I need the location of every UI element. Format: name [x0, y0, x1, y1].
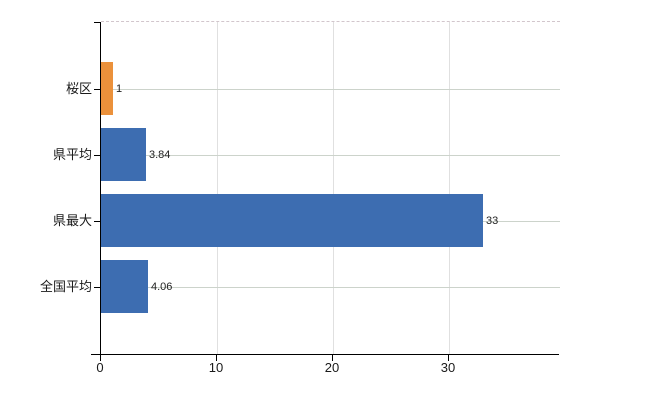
y-tick-mark	[94, 89, 100, 90]
category-label: 全国平均	[39, 279, 92, 294]
bar-value-label: 33	[486, 215, 499, 227]
bar-value-label: 1	[116, 83, 123, 95]
bar	[101, 62, 113, 115]
horizontal-gridline	[101, 287, 560, 288]
x-tick-label: 20	[324, 360, 340, 375]
x-tick-label: 30	[440, 360, 456, 375]
horizontal-gridline	[101, 155, 560, 156]
bar	[101, 128, 146, 181]
x-tick-label: 10	[208, 360, 224, 375]
vertical-gridline	[333, 22, 334, 354]
category-label: 桜区	[65, 81, 92, 96]
plot-top-border	[101, 21, 560, 22]
plot-area: 1 3.84 33 4.06	[100, 21, 560, 354]
x-tick-label: 0	[96, 360, 104, 375]
x-tick-mark	[448, 355, 449, 361]
x-tick-mark	[216, 355, 217, 361]
bar-value-label: 4.06	[151, 281, 173, 293]
x-tick-mark	[100, 355, 101, 361]
x-axis-line	[91, 354, 559, 355]
vertical-gridline	[449, 22, 450, 354]
vertical-gridline	[217, 22, 218, 354]
y-tick-mark	[94, 287, 100, 288]
y-tick-mark	[94, 221, 100, 222]
y-tick-mark	[94, 155, 100, 156]
category-label: 県最大	[52, 213, 92, 228]
horizontal-gridline	[101, 89, 560, 90]
category-label: 県平均	[52, 147, 92, 162]
x-tick-mark	[332, 355, 333, 361]
y-axis-top-tick	[94, 22, 100, 23]
bar	[101, 260, 148, 313]
bar	[101, 194, 483, 247]
bar-value-label: 3.84	[149, 149, 171, 161]
